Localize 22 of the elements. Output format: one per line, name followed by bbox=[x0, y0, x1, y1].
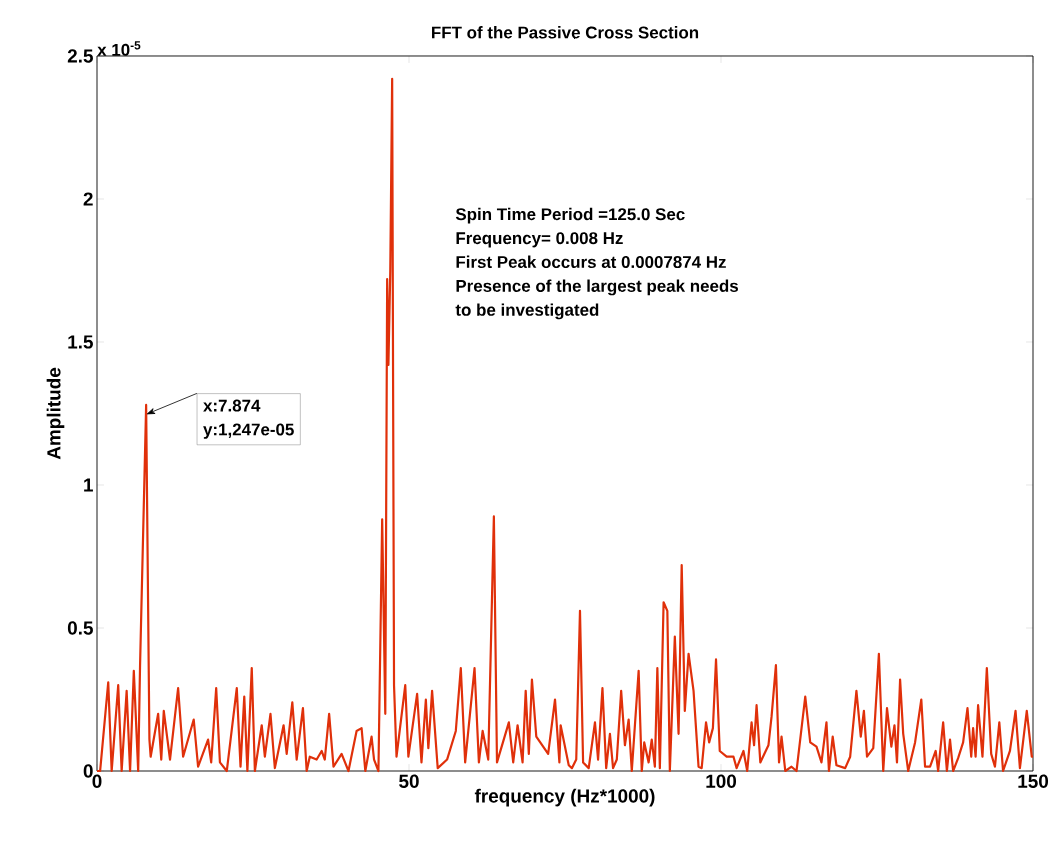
y-tick-label: 0.5 bbox=[67, 621, 93, 635]
x-axis-title: frequency (Hz*1000) bbox=[474, 788, 655, 807]
annotation: Presence of the largest peak needs bbox=[456, 279, 738, 296]
x-tick-label: 150 bbox=[1018, 774, 1049, 788]
annotation: Frequency= 0.008 Hz bbox=[456, 232, 623, 248]
annotation: to be investigated bbox=[455, 303, 599, 320]
y-axis-title: Amplitude bbox=[46, 367, 65, 460]
line-series bbox=[95, 77, 1035, 773]
y-tick-label: 2 bbox=[83, 192, 93, 206]
x-tick-label: 100 bbox=[706, 774, 737, 788]
y-tick-label: 0 bbox=[83, 764, 93, 778]
x-tick-label: 0 bbox=[92, 774, 102, 788]
y-tick-label: 1 bbox=[84, 478, 93, 492]
chart-title: FFT of the Passive Cross Section bbox=[432, 26, 699, 39]
annotation: First Peak occurs at 0.0007874 Hz bbox=[456, 255, 726, 269]
text: x 10$^{-5}$ bbox=[97, 41, 141, 56]
y-tick-label: 1.5 bbox=[68, 335, 93, 349]
x-tick-label: 50 bbox=[399, 774, 419, 788]
annotation: y:1,247e-05 bbox=[203, 423, 294, 439]
annotation: Spin Time Period =125.0 Sec bbox=[455, 207, 685, 224]
y-tick-label: 2.5 bbox=[67, 49, 93, 63]
annotation: x:7.874 bbox=[203, 399, 261, 412]
